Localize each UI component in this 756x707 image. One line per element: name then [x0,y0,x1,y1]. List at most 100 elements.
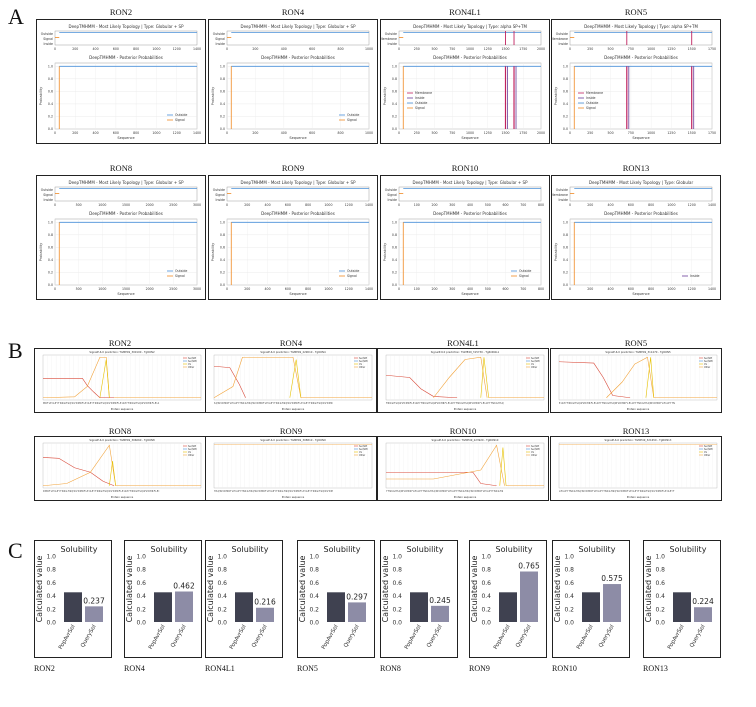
signalp-protein-name: RON4 [279,338,303,348]
chart-title: Solubility [324,545,361,554]
x-tick-label: PopAvrSol [58,624,77,651]
x-tick-label: 1500 [688,131,696,135]
y-tick-label: 0.4 [220,258,225,262]
legend-label: Outside [586,101,598,105]
x-axis-label: Sequence [461,136,478,140]
y-tick-label: 1.0 [136,554,146,561]
y-tick-label: 0.8 [563,77,568,81]
y-tick-label: 0.8 [48,233,53,237]
x-tick-label: 2000 [537,131,545,135]
y-tick-label: 1.0 [392,220,397,224]
solubility-protein-name: RON4L1 [205,664,235,673]
x-tick-label: 600 [285,287,291,291]
y-tick-label: 0.4 [48,258,53,262]
x-tick-label: PopAvrSol [493,624,512,651]
signalp-svg: SignalP-6.0 prediction: TGME49_321650 - … [558,438,718,499]
legend-label: Sec/SPI [359,357,367,360]
x-tick-label: 100 [414,287,420,291]
protein-name: RON9 [281,163,305,173]
x-tick-label: 200 [244,287,250,291]
topology-title: DeepTMHMM - Most Likely Topology | Type:… [68,180,184,185]
query-value-label: 0.765 [518,562,540,571]
tick-label: 250 [414,47,420,51]
legend-label: Sec/SPII [188,360,197,363]
legend-label: CS [188,451,192,454]
x-tick-label: 1000 [152,131,160,135]
y-tick-label: 0.6 [220,245,225,249]
y-axis-label: Calculated value [125,556,134,623]
x-tick-label: 2500 [169,287,177,291]
x-tick-label: 3000 [193,287,201,291]
signalp-plot-frame: SignalP-6.0 prediction: TGME49_315730 - … [377,348,549,413]
state-label: Signal [43,37,53,41]
y-tick-label: 0.6 [563,89,568,93]
legend-label: Other [704,454,710,457]
y-axis-label: Probability [39,243,43,262]
topology-svg: DeepTMHMM - Most Likely Topology | Type:… [383,180,544,296]
tick-label: 400 [93,47,99,51]
state-label: Inside [388,42,398,46]
x-axis-label: Sequence [632,136,649,140]
y-tick-label: 0.2 [392,114,397,118]
chart-title: Solubility [407,545,444,554]
posterior-title: DeepTMHMM - Posterior Probabilities [433,211,507,216]
topology-plot-frame: DeepTMHMM - Most Likely Topology | Type:… [380,19,550,144]
y-tick-label: 0.4 [220,102,225,106]
y-tick-label: 0.6 [136,580,146,587]
y-tick-label: 0.6 [481,580,491,587]
signalp-subtitle: SignalP-6.0 prediction: TGME49_300100 - … [89,350,155,354]
state-label: Outside [385,32,397,36]
x-tick-label: 1500 [501,131,509,135]
x-tick-label: PopAvrSol [229,624,248,651]
y-tick-label: 0.8 [136,567,146,574]
protein-name: RON10 [451,163,479,173]
tick-label: 700 [520,203,526,207]
cs-line [499,447,507,486]
y-tick-label: 0.2 [392,606,402,613]
x-tick-label: 750 [628,131,634,135]
state-label: Outside [213,188,225,192]
y-tick-label: 0.8 [392,233,397,237]
tick-label: 3000 [193,203,201,207]
signalp-protein-name: RON2 [108,338,132,348]
topology-title: DeepTMHMM - Most Likely Topology | Type:… [412,180,528,185]
x-tick-label: 200 [587,287,593,291]
signalp-x-label: Protein sequence [282,495,305,499]
x-tick-label: QuerySol [170,624,188,649]
topology-svg: DeepTMHMM - Most Likely Topology | Type:… [551,180,716,296]
legend-label: CS [188,363,192,366]
tick-label: 1400 [365,203,373,207]
y-tick-label: 0.0 [392,283,397,287]
tick-label: 500 [431,47,437,51]
legend-label: Outside [347,113,359,117]
pop-avr-sol-bar [673,592,691,622]
legend-label: Sec/SPI [188,445,196,448]
y-tick-label: 0.6 [220,89,225,93]
signalp-x-label: Protein sequence [627,495,650,499]
tick-label: 800 [338,47,344,51]
legend-label: Membrane [586,91,603,95]
tick-label: 600 [628,203,634,207]
query-sol-bar [694,607,712,622]
legend-label: Outside [347,269,359,273]
signalp-subtitle: SignalP-6.0 prediction: TGME49_229010 - … [260,350,326,354]
y-tick-label: 0.6 [48,89,53,93]
tick-label: 0 [569,47,571,51]
pop-avr-sol-bar [235,592,253,622]
tick-label: 2000 [146,203,154,207]
x-tick-label: QuerySol [80,624,98,649]
residue-sequence: TNKGHSQWVDMRFLEIAPYTNKGHSQWVDMRFLEIAPYTN… [386,402,504,405]
y-tick-label: 0.8 [48,77,53,81]
tick-label: 600 [502,203,508,207]
y-axis-label: Calculated value [644,556,653,623]
x-tick-label: 1250 [484,131,492,135]
x-tick-label: 800 [133,131,139,135]
tick-label: 600 [285,203,291,207]
state-label: Outside [556,188,568,192]
x-axis-label: Sequence [117,292,134,296]
signalp-subtitle: SignalP-6.0 prediction: TGME49_311470 - … [605,350,671,354]
y-tick-label: 0.4 [564,593,574,600]
